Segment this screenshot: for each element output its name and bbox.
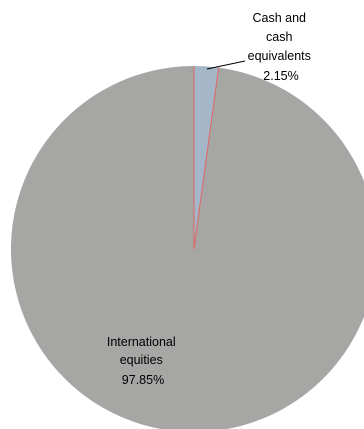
slice-label-cash: Cash and cash equivalents 2.15%: [248, 11, 315, 83]
slice-label-equities-line-2: equities: [120, 353, 163, 367]
cash-label-leader-line: [206, 60, 246, 70]
pie-slice-international-equities: [11, 66, 364, 429]
slice-label-equities-line-1: International: [107, 335, 176, 349]
slice-label-cash-line-2: cash: [266, 30, 292, 44]
slice-label-international-equities: International equities 97.85%: [107, 335, 179, 387]
slice-percent-cash: 2.15%: [263, 69, 298, 83]
pie-slices: [11, 66, 364, 429]
slice-label-cash-line-3: equivalents: [248, 49, 311, 63]
slice-label-cash-line-1: Cash and: [253, 11, 307, 25]
slice-percent-equities: 97.85%: [122, 373, 164, 387]
pie-slice-international-equities-edge: [193, 67, 220, 250]
